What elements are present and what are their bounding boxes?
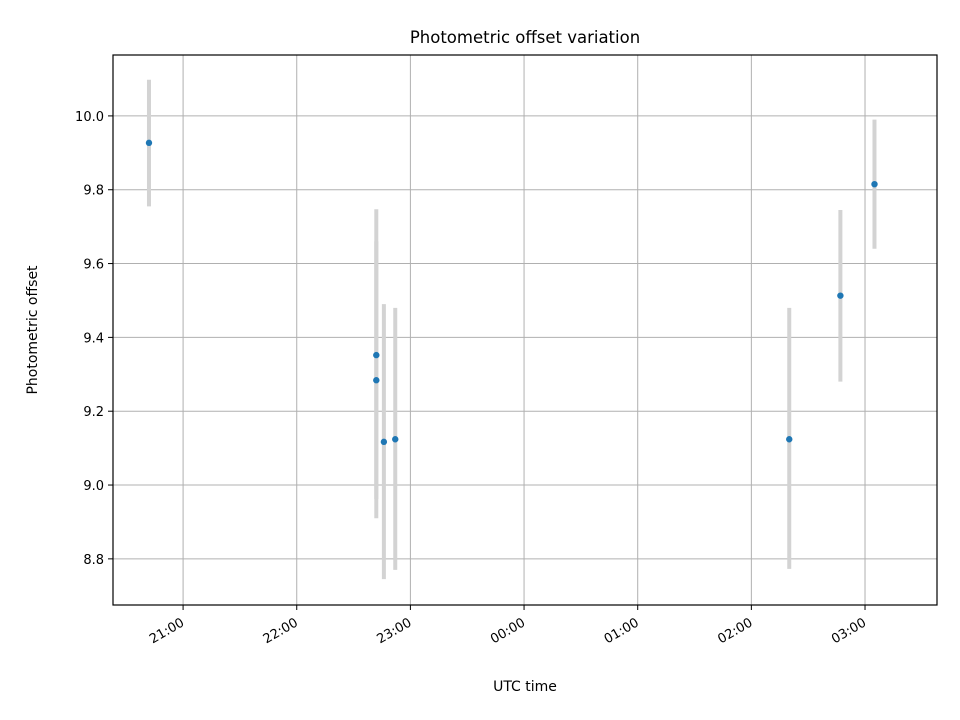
x-tick-label: 03:00: [829, 615, 869, 647]
y-tick-label: 9.4: [83, 331, 104, 346]
x-tick-label: 02:00: [715, 615, 755, 647]
chart-title: Photometric offset variation: [410, 28, 640, 47]
y-tick-label: 9.8: [83, 184, 104, 199]
grid: [113, 55, 937, 605]
x-tick-label: 23:00: [374, 615, 414, 647]
y-tick-label: 8.8: [83, 553, 104, 568]
data-point: [786, 436, 793, 443]
data-point: [373, 351, 380, 359]
y-tick-label: 9.0: [83, 479, 104, 494]
x-tick-label: 00:00: [488, 615, 528, 647]
y-tick-label: 10.0: [75, 110, 104, 125]
plot-frame: [112, 54, 938, 606]
x-tick-label: 21:00: [147, 615, 187, 647]
data-point: [837, 292, 844, 299]
x-tick-label: 22:00: [261, 615, 301, 647]
data-point: [373, 377, 380, 384]
data-point: [871, 180, 878, 188]
y-tick-label: 9.2: [83, 405, 104, 420]
y-axis-title: Photometric offset: [25, 265, 41, 395]
data-point: [145, 139, 153, 147]
x-axis-title: UTC time: [493, 679, 557, 695]
data-point: [392, 436, 399, 443]
data-point: [380, 438, 388, 446]
x-tick-label: 01:00: [602, 615, 642, 647]
error-bars: [146, 79, 877, 580]
axis-ticks: 21:00 22:00 23:00 00:00 01:00 02:00 03:00 8.8 9.…: [75, 110, 869, 647]
data-points: [145, 139, 878, 446]
y-tick-label: 9.6: [83, 258, 104, 273]
